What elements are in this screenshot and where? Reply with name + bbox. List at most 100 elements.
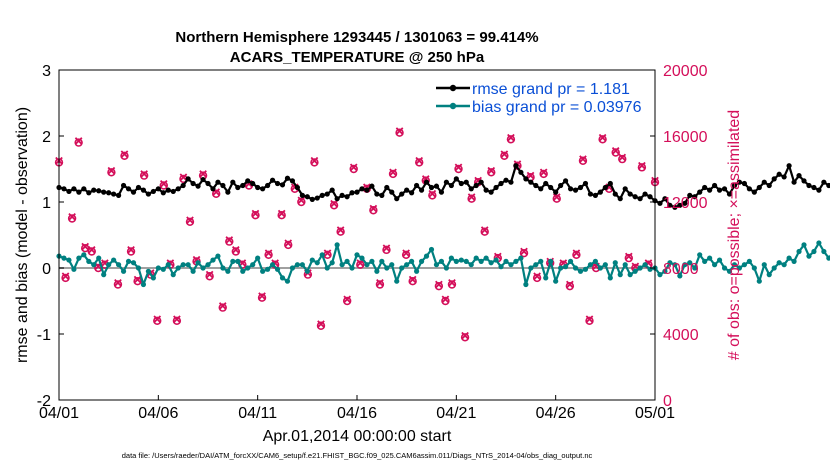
obs-assimilated-point xyxy=(611,147,620,155)
obs-assimilated-cross xyxy=(120,150,129,158)
obs-assimilated-cross xyxy=(526,171,535,180)
x-tick-label: 04/11 xyxy=(238,405,277,422)
bias-point xyxy=(692,265,698,271)
bias-point xyxy=(667,260,673,266)
obs-possible-point xyxy=(133,277,142,286)
bias-point xyxy=(448,255,454,261)
rmse-point xyxy=(786,163,792,169)
bias-point xyxy=(205,262,211,268)
rmse-point xyxy=(776,171,782,177)
bias-point xyxy=(712,262,718,268)
bias-point xyxy=(61,255,67,261)
obs-assimilated-point xyxy=(520,247,528,256)
obs-possible-point xyxy=(572,250,581,260)
rmse-point xyxy=(791,179,797,185)
bias-point xyxy=(190,268,196,274)
obs-assimilated-point xyxy=(408,275,417,284)
obs-possible-point xyxy=(218,303,227,312)
obs-assimilated-cross xyxy=(435,280,443,289)
obs-assimilated-point xyxy=(81,242,90,251)
obs-assimilated-cross xyxy=(179,173,188,182)
obs-possible-point xyxy=(87,247,96,256)
bias-point xyxy=(364,262,370,268)
rmse-point xyxy=(106,190,112,196)
bias-point xyxy=(91,262,97,268)
x-tick-label: 04/26 xyxy=(536,405,576,422)
rmse-point xyxy=(637,196,643,202)
obs-assimilated-point xyxy=(572,249,581,257)
bias-point xyxy=(66,257,72,263)
bias-point xyxy=(776,260,782,266)
rmse-point xyxy=(349,190,355,196)
bias-point xyxy=(761,262,767,268)
y-tick-label-right: 12000 xyxy=(663,195,708,212)
bias-point xyxy=(135,265,142,271)
rmse-point xyxy=(716,187,723,193)
obs-assimilated-point xyxy=(448,279,456,287)
obs-possible-point xyxy=(185,217,195,227)
rmse-point xyxy=(220,182,226,189)
rmse-point xyxy=(677,202,683,208)
rmse-point xyxy=(324,191,330,197)
obs-assimilated-cross xyxy=(343,295,352,304)
rmse-point xyxy=(553,189,559,195)
obs-possible-point xyxy=(316,321,326,330)
rmse-point xyxy=(210,186,216,192)
bias-point xyxy=(101,272,107,278)
y-tick-label-right: 20000 xyxy=(663,63,708,80)
rmse-point xyxy=(657,200,663,206)
rmse-point xyxy=(811,184,817,191)
obs-assimilated-point xyxy=(140,170,148,178)
obs-assimilated-point xyxy=(330,199,338,208)
obs-assimilated-point xyxy=(467,193,476,201)
obs-possible-point xyxy=(434,281,444,291)
rmse-point xyxy=(309,196,315,202)
obs-assimilated-point xyxy=(539,168,548,177)
obs-assimilated-cross xyxy=(415,156,424,165)
obs-assimilated-point xyxy=(251,209,260,218)
rmse-point xyxy=(796,173,802,179)
rmse-point xyxy=(394,196,400,202)
rmse-point xyxy=(200,176,206,183)
obs-possible-point xyxy=(624,253,634,263)
rmse-point xyxy=(453,176,459,182)
rmse-point xyxy=(235,184,241,191)
obs-possible-point xyxy=(519,248,529,258)
bias-point xyxy=(359,255,365,261)
rmse-point xyxy=(91,187,97,193)
obs-assimilated-cross xyxy=(598,133,607,142)
rmse-point xyxy=(647,194,653,200)
bias-point xyxy=(488,260,494,266)
y-tick-label-right: 8000 xyxy=(663,261,699,278)
rmse-point xyxy=(96,188,102,194)
obs-possible-point xyxy=(401,250,411,260)
obs-possible-point xyxy=(139,171,149,180)
obs-possible-point xyxy=(205,272,214,281)
rmse-point xyxy=(498,180,504,187)
obs-assimilated-point xyxy=(624,252,633,261)
obs-assimilated-point xyxy=(133,275,142,284)
obs-possible-point xyxy=(107,168,116,177)
bias-point xyxy=(558,265,564,271)
bias-point xyxy=(160,266,166,272)
obs-assimilated-cross xyxy=(376,279,384,287)
rmse-point xyxy=(230,179,236,185)
bias-point xyxy=(230,258,236,264)
bias-point xyxy=(76,255,82,261)
obs-assimilated-cross xyxy=(310,156,319,165)
rmse-point xyxy=(627,191,633,197)
bias-point xyxy=(592,258,599,264)
obs-possible-point xyxy=(506,135,516,144)
rmse-point xyxy=(150,188,156,195)
bias-point xyxy=(81,252,87,258)
rmse-point xyxy=(279,182,286,188)
rmse-point xyxy=(379,192,385,198)
obs-assimilated-point xyxy=(297,196,306,205)
obs-assimilated-cross xyxy=(572,249,581,257)
rmse-point xyxy=(508,179,514,185)
obs-assimilated-cross xyxy=(507,133,515,142)
obs-possible-point xyxy=(67,214,77,223)
obs-possible-point xyxy=(225,237,234,246)
obs-possible-point xyxy=(382,245,391,255)
